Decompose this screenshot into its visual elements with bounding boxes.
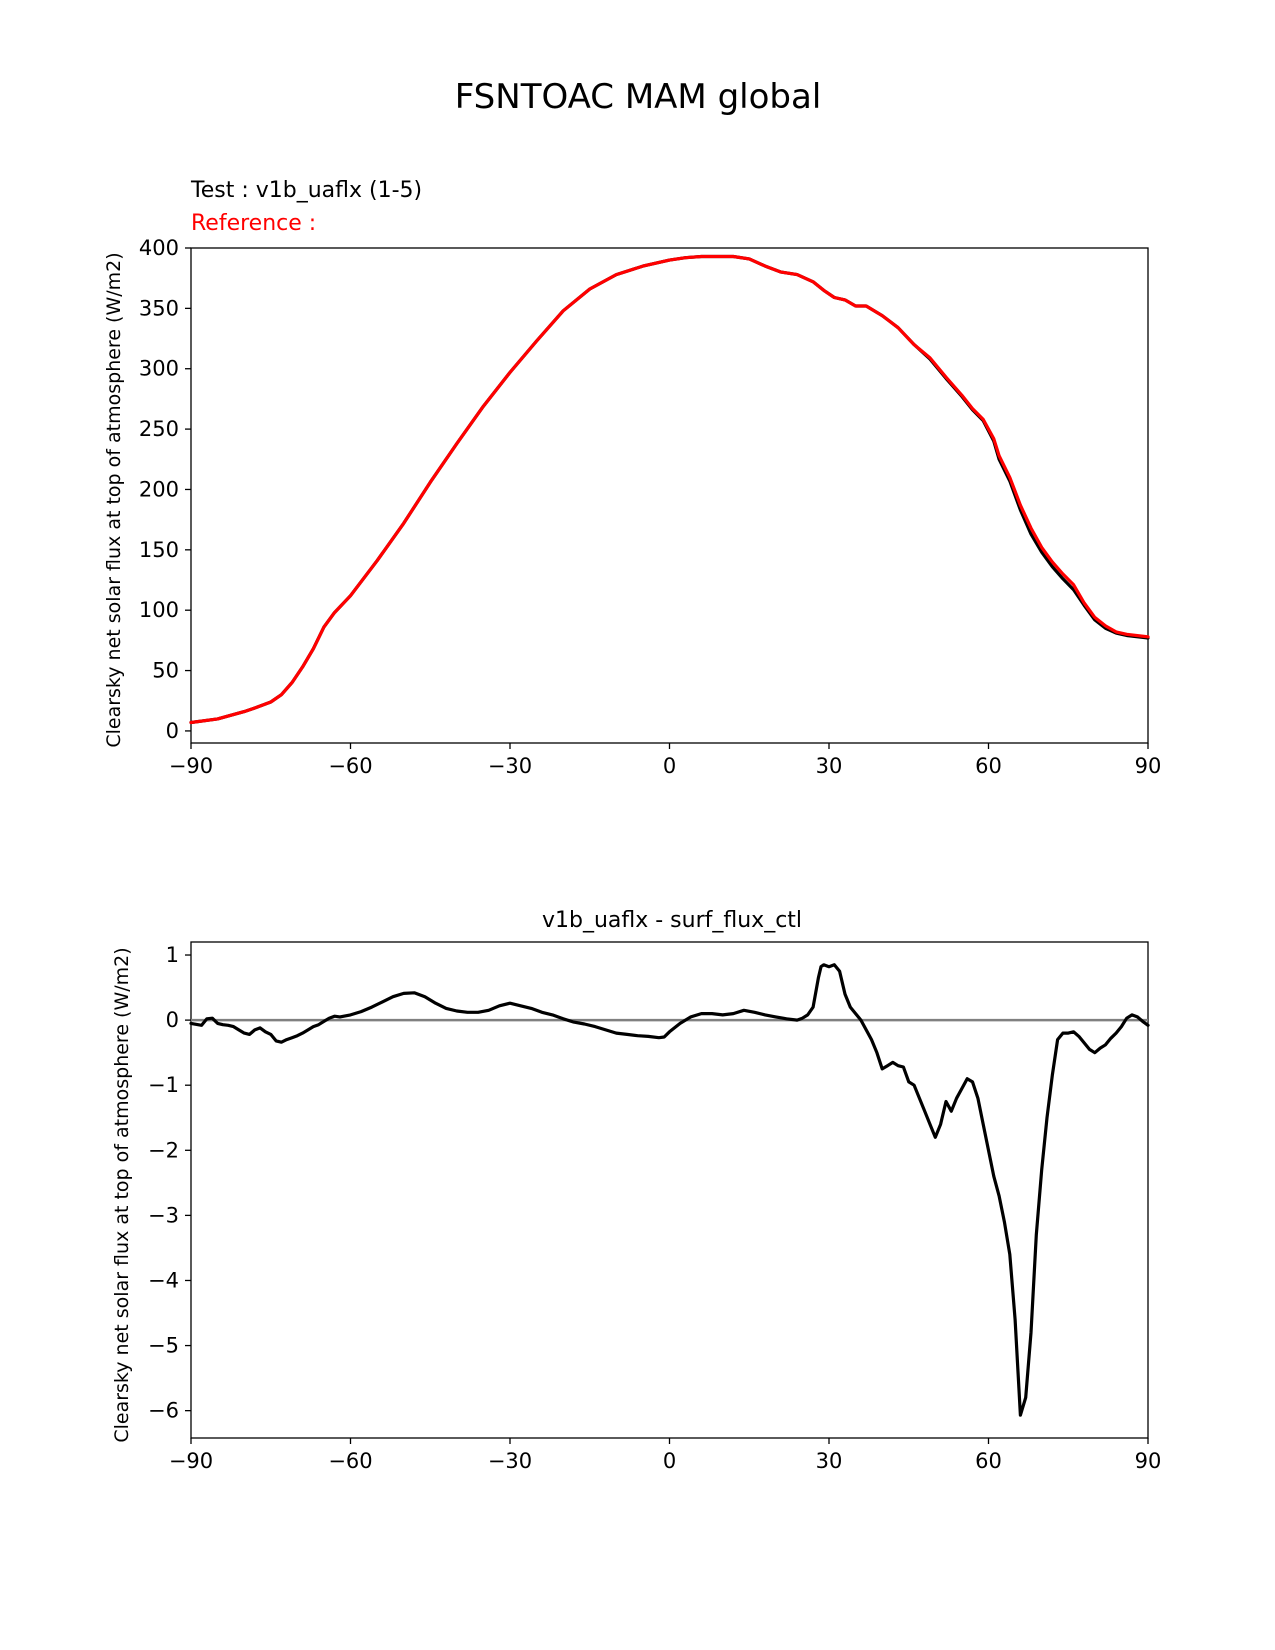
bottom-plot-title: v1b_uaflx - surf_flux_ctl: [542, 908, 802, 933]
x-tick-label: −60: [328, 754, 372, 778]
series-line-test: [189, 254, 1150, 725]
y-tick-label: −2: [148, 1138, 179, 1162]
plot-frame: [190, 247, 1149, 744]
x-tick-label: −30: [488, 754, 532, 778]
y-tick-label: −5: [148, 1334, 179, 1358]
y-tick-label: 0: [166, 1008, 179, 1032]
y-tick-label: 250: [139, 417, 179, 441]
x-tick-label: −30: [488, 1449, 532, 1473]
x-tick-label: 90: [1135, 754, 1162, 778]
x-tick-label: 30: [816, 1449, 843, 1473]
top-plot-ylabel: Clearsky net solar flux at top of atmosp…: [103, 252, 125, 747]
y-tick-label: 1: [166, 943, 179, 967]
y-tick-label: −4: [148, 1268, 179, 1292]
y-tick-label: −1: [148, 1073, 179, 1097]
x-tick-label: 30: [816, 754, 843, 778]
x-tick-label: 60: [975, 754, 1002, 778]
y-tick-label: 0: [166, 719, 179, 743]
x-tick-label: 60: [975, 1449, 1002, 1473]
top-plot: Test : v1b_uaflx (1-5) Reference : Clear…: [103, 178, 1161, 778]
x-tick-label: −60: [328, 1449, 372, 1473]
x-tick-label: 90: [1135, 1449, 1162, 1473]
y-tick-label: 350: [139, 296, 179, 320]
series-line-reference: [189, 254, 1150, 725]
y-tick-label: 300: [139, 357, 179, 381]
bottom-plot-ylabel: Clearsky net solar flux at top of atmosp…: [111, 947, 133, 1442]
y-tick-label: 400: [139, 236, 179, 260]
series-line-difference: [189, 963, 1150, 1417]
x-tick-label: 0: [663, 754, 676, 778]
x-tick-label: 0: [663, 1449, 676, 1473]
y-tick-label: 200: [139, 477, 179, 501]
y-tick-label: 50: [152, 659, 179, 683]
x-tick-label: −90: [169, 1449, 213, 1473]
test-label: Test : v1b_uaflx (1-5): [190, 178, 422, 203]
y-tick-label: −3: [148, 1203, 179, 1227]
reference-label: Reference :: [191, 211, 316, 236]
bottom-plot: v1b_uaflx - surf_flux_ctl Clearsky net s…: [111, 908, 1161, 1473]
y-tick-label: 150: [139, 538, 179, 562]
figure-title: FSNTOAC MAM global: [455, 77, 822, 117]
x-tick-label: −90: [169, 754, 213, 778]
y-tick-label: 100: [139, 598, 179, 622]
y-tick-label: −6: [148, 1399, 179, 1423]
